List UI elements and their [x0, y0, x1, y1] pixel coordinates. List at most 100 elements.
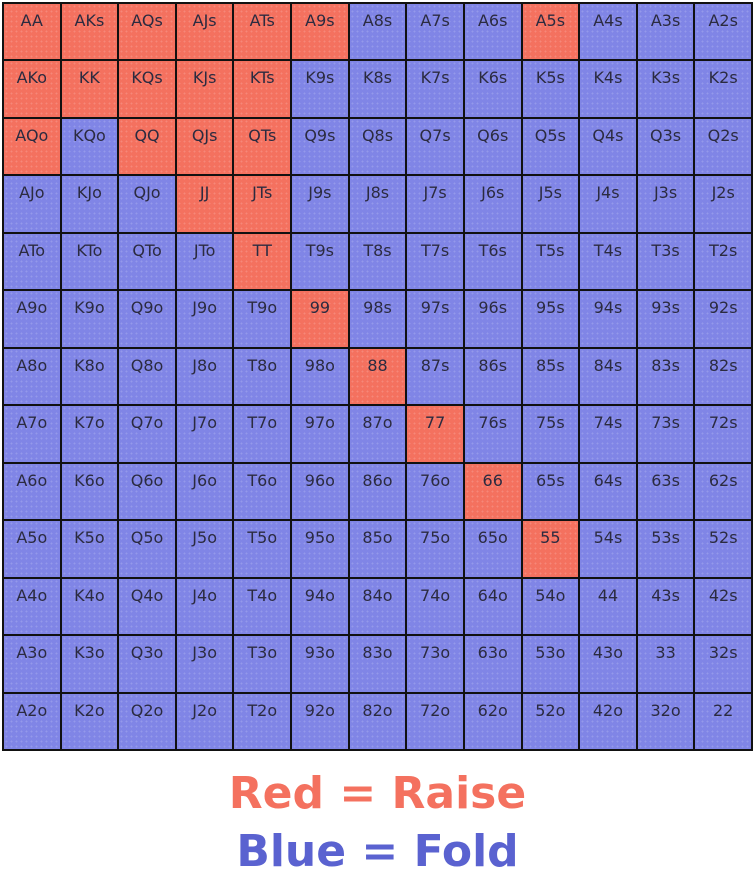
hand-cell-97o: 97o [292, 406, 348, 462]
hand-cell-a4o: A4o [4, 578, 60, 635]
hand-cell-t9s: T9s [292, 233, 348, 290]
hand-cell-93s: 93s [637, 291, 694, 347]
hand-cell-t6s: T6s [464, 233, 521, 290]
hand-cell-66: 66 [464, 463, 521, 520]
hand-cell-98o: 98o [292, 348, 348, 405]
hand-cell-j2s: J2s [695, 176, 751, 232]
hand-cell-96o: 96o [292, 463, 348, 520]
hand-cell-j8o: J8o [176, 348, 233, 405]
hand-cell-t4o: T4o [234, 578, 291, 635]
hand-cell-j9s: J9s [292, 176, 348, 232]
hand-cell-a7s: A7s [407, 4, 463, 60]
hand-cell-t6o: T6o [234, 463, 291, 520]
hand-cell-52o: 52o [522, 693, 579, 749]
hand-cell-52s: 52s [695, 521, 751, 577]
hand-cell-t3s: T3s [637, 233, 694, 290]
hand-cell-t8s: T8s [349, 233, 406, 290]
hand-cell-54o: 54o [522, 578, 579, 635]
hand-cell-q2s: Q2s [695, 118, 751, 175]
hand-cell-a3o: A3o [4, 636, 60, 692]
hand-cell-75o: 75o [407, 521, 463, 577]
hand-cell-k3s: K3s [637, 61, 694, 117]
hand-cell-q9s: Q9s [292, 118, 348, 175]
hand-cell-64o: 64o [464, 578, 521, 635]
hand-cell-63s: 63s [637, 463, 694, 520]
hand-cell-t5o: T5o [234, 521, 291, 577]
hand-cell-k6o: K6o [61, 463, 118, 520]
hand-cell-qjo: QJo [119, 176, 175, 232]
hand-cell-q4o: Q4o [119, 578, 175, 635]
hand-cell-kts: KTs [234, 61, 291, 117]
hand-cell-t8o: T8o [234, 348, 291, 405]
hand-cell-jto: JTo [176, 233, 233, 290]
hand-cell-tt: TT [234, 233, 291, 290]
hand-cell-82s: 82s [695, 348, 751, 405]
hand-cell-43s: 43s [637, 578, 694, 635]
hand-cell-j8s: J8s [349, 176, 406, 232]
hand-cell-85s: 85s [522, 348, 579, 405]
hand-cell-53o: 53o [522, 636, 579, 692]
hand-cell-k6s: K6s [464, 61, 521, 117]
hand-cell-qjs: QJs [176, 118, 233, 175]
hand-cell-92o: 92o [292, 693, 348, 749]
hand-cell-22: 22 [695, 693, 751, 749]
hand-cell-j5o: J5o [176, 521, 233, 577]
hand-cell-a2s: A2s [695, 4, 751, 60]
hand-cell-jts: JTs [234, 176, 291, 232]
hand-cell-94o: 94o [292, 578, 348, 635]
hand-cell-76s: 76s [464, 406, 521, 462]
hand-cell-93o: 93o [292, 636, 348, 692]
hand-cell-t2o: T2o [234, 693, 291, 749]
hand-cell-j9o: J9o [176, 291, 233, 347]
hand-cell-j7s: J7s [407, 176, 463, 232]
hand-cell-83s: 83s [637, 348, 694, 405]
hand-cell-55: 55 [522, 521, 579, 577]
hand-cell-k5s: K5s [522, 61, 579, 117]
hand-cell-kjo: KJo [61, 176, 118, 232]
hand-cell-74s: 74s [580, 406, 636, 462]
hand-cell-87o: 87o [349, 406, 406, 462]
hand-cell-j6s: J6s [464, 176, 521, 232]
hand-cell-k9s: K9s [292, 61, 348, 117]
hand-cell-65o: 65o [464, 521, 521, 577]
hand-cell-q8s: Q8s [349, 118, 406, 175]
hand-cell-t4s: T4s [580, 233, 636, 290]
hand-cell-94s: 94s [580, 291, 636, 347]
hand-cell-32o: 32o [637, 693, 694, 749]
hand-cell-k9o: K9o [61, 291, 118, 347]
hand-cell-a4s: A4s [580, 4, 636, 60]
hand-cell-a5o: A5o [4, 521, 60, 577]
hand-cell-a8s: A8s [349, 4, 406, 60]
hand-cell-k4s: K4s [580, 61, 636, 117]
hand-cell-k5o: K5o [61, 521, 118, 577]
hand-cell-98s: 98s [349, 291, 406, 347]
hand-cell-t7o: T7o [234, 406, 291, 462]
hand-cell-88: 88 [349, 348, 406, 405]
hand-cell-53s: 53s [637, 521, 694, 577]
hand-cell-j3s: J3s [637, 176, 694, 232]
hand-cell-q3o: Q3o [119, 636, 175, 692]
hand-cell-a6o: A6o [4, 463, 60, 520]
hand-cell-t3o: T3o [234, 636, 291, 692]
hand-cell-33: 33 [637, 636, 694, 692]
hand-cell-84s: 84s [580, 348, 636, 405]
hand-cell-kqo: KQo [61, 118, 118, 175]
hand-cell-q9o: Q9o [119, 291, 175, 347]
hand-cell-t5s: T5s [522, 233, 579, 290]
hand-cell-j3o: J3o [176, 636, 233, 692]
hand-cell-72s: 72s [695, 406, 751, 462]
hand-cell-j4s: J4s [580, 176, 636, 232]
hand-cell-ats: ATs [234, 4, 291, 60]
hand-cell-97s: 97s [407, 291, 463, 347]
hand-cell-99: 99 [292, 291, 348, 347]
hand-cell-qq: QQ [119, 118, 175, 175]
hand-cell-86o: 86o [349, 463, 406, 520]
hand-cell-73o: 73o [407, 636, 463, 692]
hand-cell-42o: 42o [580, 693, 636, 749]
hand-cell-65s: 65s [522, 463, 579, 520]
hand-cell-95o: 95o [292, 521, 348, 577]
hand-cell-44: 44 [580, 578, 636, 635]
hand-cell-84o: 84o [349, 578, 406, 635]
hand-cell-73s: 73s [637, 406, 694, 462]
hand-cell-kjs: KJs [176, 61, 233, 117]
